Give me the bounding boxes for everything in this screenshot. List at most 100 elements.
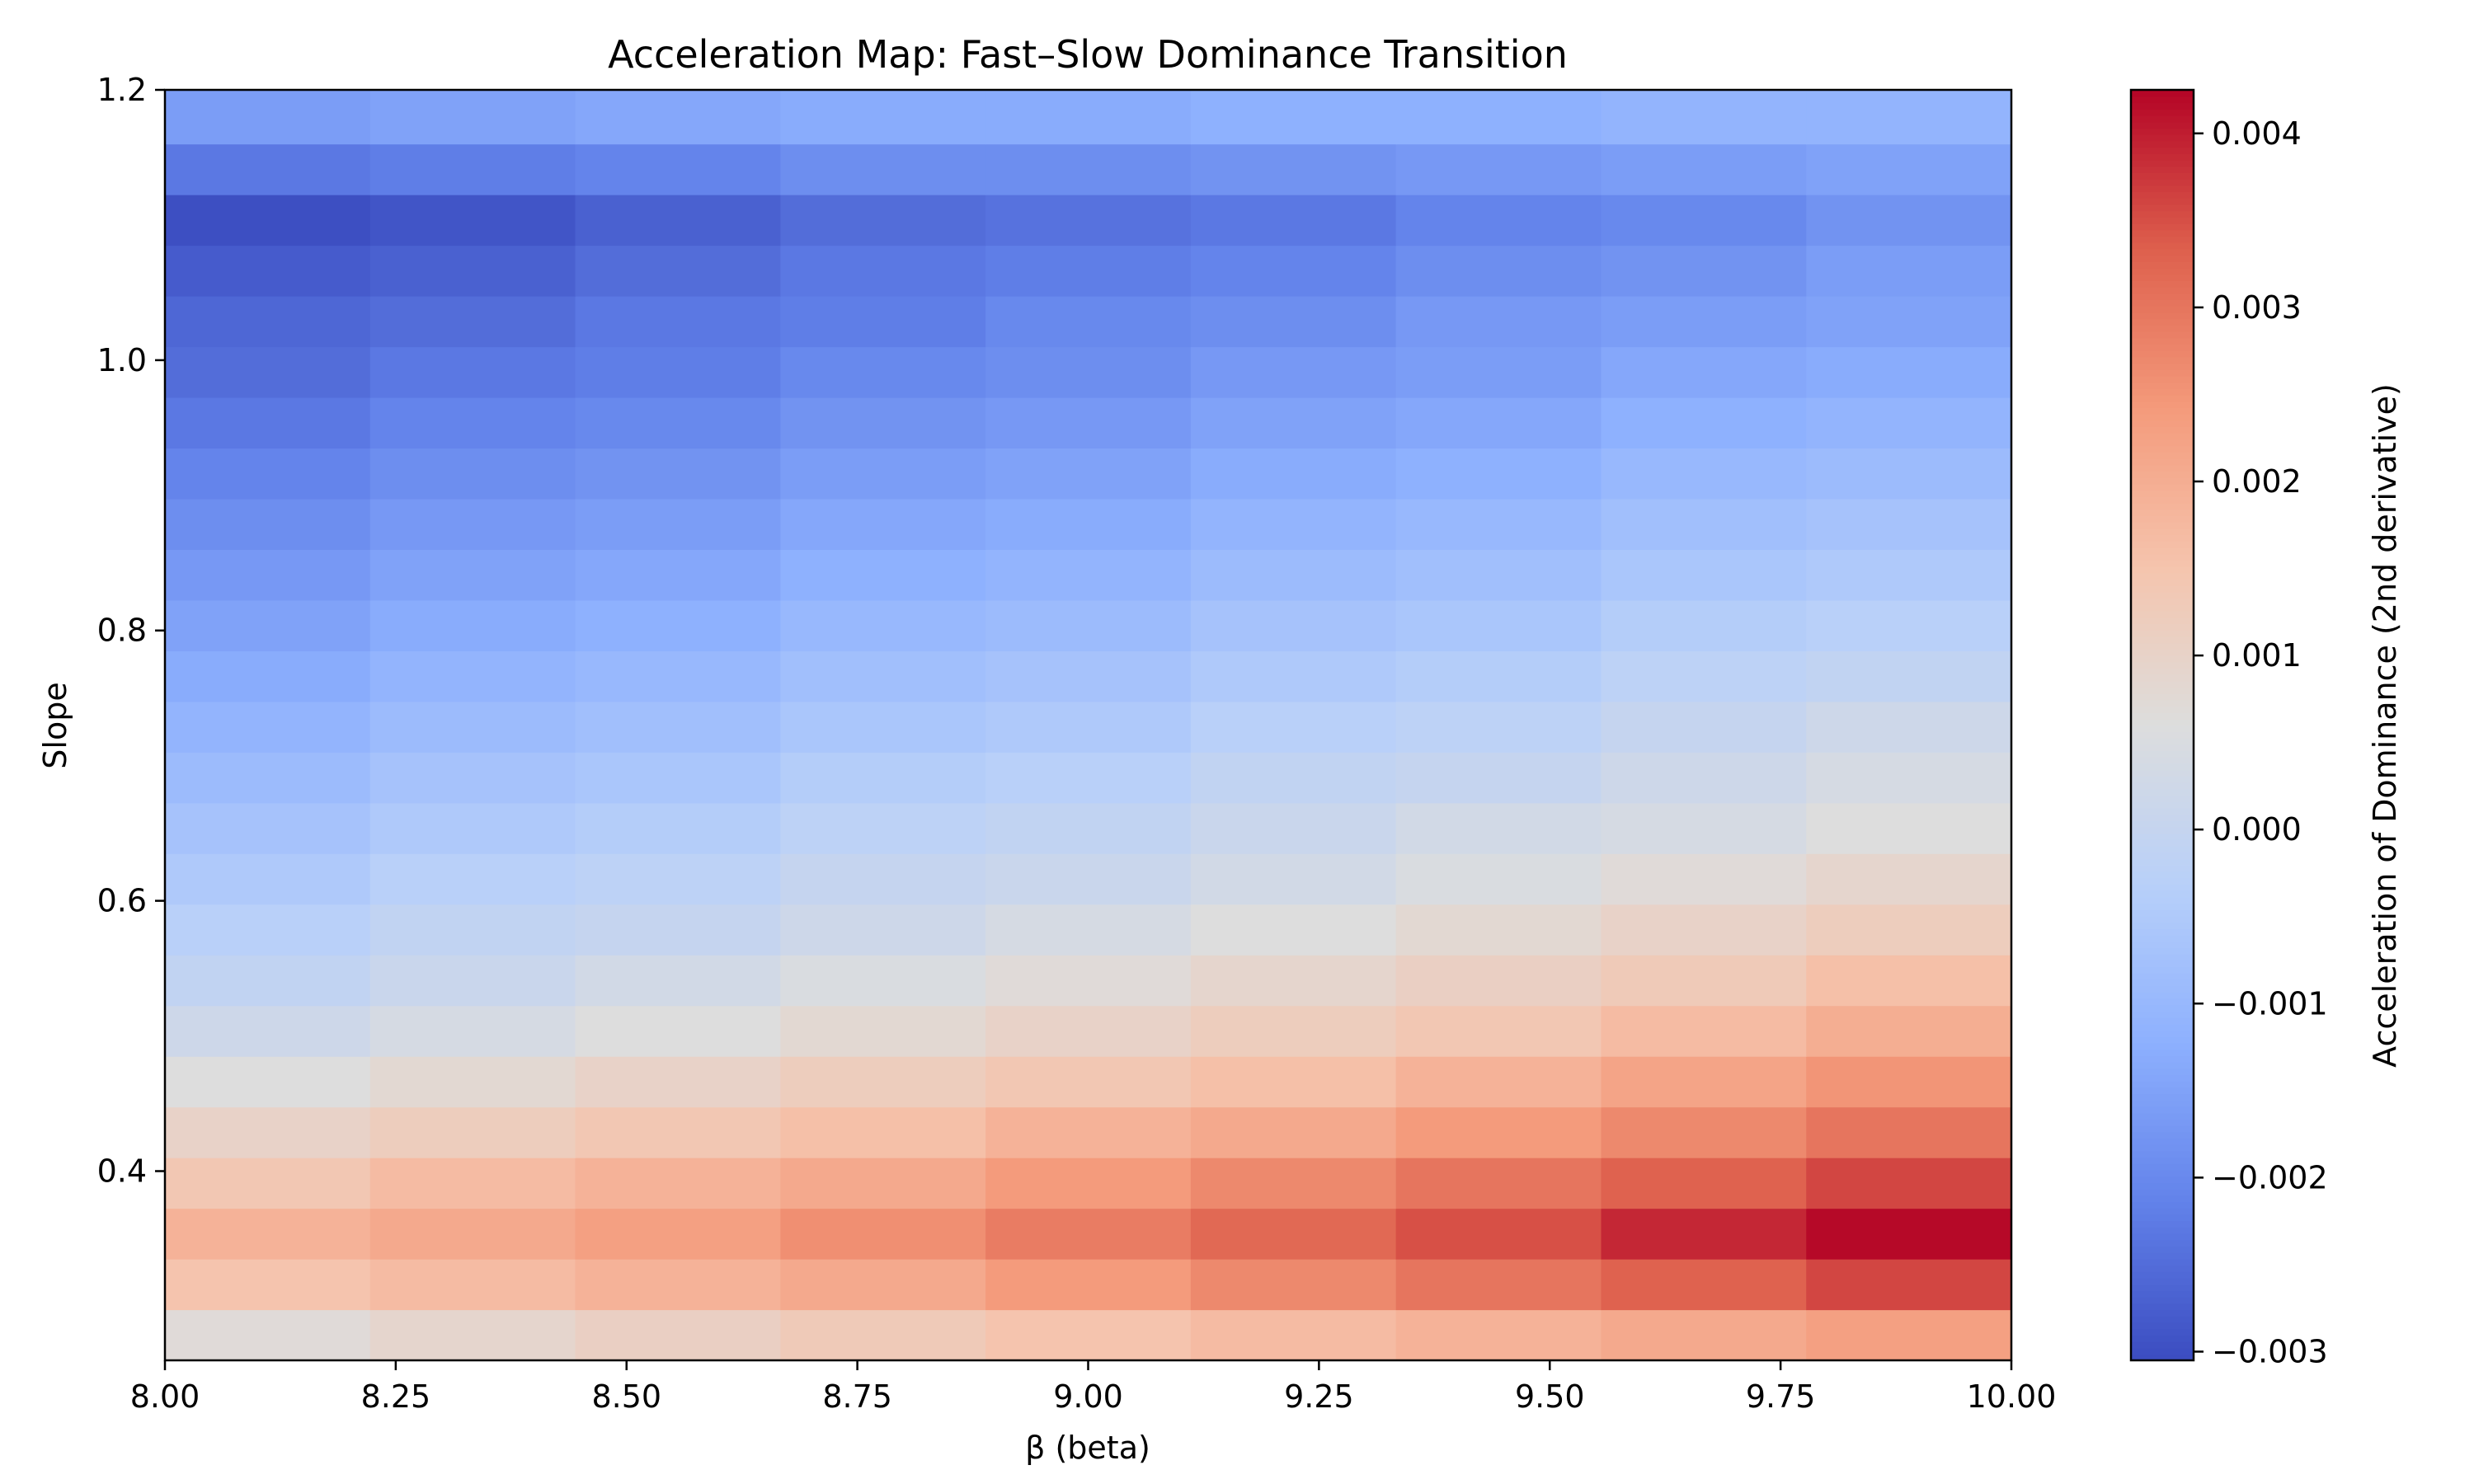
colorbar-segment <box>2131 1087 2194 1095</box>
y-axis-label: Slope <box>37 682 73 768</box>
colorbar-segment <box>2131 757 2194 764</box>
colorbar-segment <box>2131 350 2194 358</box>
colorbar-tick-label: 0.001 <box>2212 637 2302 674</box>
colorbar-segment <box>2131 604 2194 612</box>
heatmap-cell <box>369 346 576 398</box>
colorbar-segment <box>2131 953 2194 961</box>
heatmap-cell <box>1190 1158 1397 1209</box>
heatmap-cell <box>165 498 371 550</box>
colorbar-segment <box>2131 191 2194 199</box>
heatmap-cell <box>780 955 986 1007</box>
heatmap-cell <box>985 1056 1192 1108</box>
colorbar-segment <box>2131 1188 2194 1196</box>
heatmap-cell <box>780 195 986 247</box>
heatmap-cell <box>1395 752 1602 804</box>
colorbar-segment <box>2131 706 2194 713</box>
colorbar-segment <box>2131 305 2194 313</box>
heatmap-cell <box>575 599 781 651</box>
colorbar-segment <box>2131 547 2194 555</box>
colorbar-segment <box>2131 807 2194 815</box>
colorbar-segment <box>2131 1080 2194 1088</box>
colorbar-gradient <box>2131 90 2194 1361</box>
colorbar-segment <box>2131 147 2194 154</box>
heatmap-cell <box>1190 90 1397 145</box>
colorbar-segment <box>2131 159 2194 167</box>
colorbar-segment <box>2131 407 2194 415</box>
heatmap-cell <box>165 90 371 145</box>
colorbar-segment <box>2131 852 2194 860</box>
colorbar-segment <box>2131 585 2194 593</box>
colorbar-segment <box>2131 541 2194 548</box>
heatmap-cell <box>1395 1309 1602 1361</box>
colorbar-segment <box>2131 1157 2194 1164</box>
colorbar-segment <box>2131 833 2194 840</box>
heatmap-cell <box>1601 549 1807 601</box>
heatmap-cell <box>369 296 576 348</box>
heatmap-cell <box>1601 904 1807 956</box>
colorbar-segment <box>2131 1220 2194 1228</box>
heatmap-cell <box>780 853 986 905</box>
colorbar-segment <box>2131 394 2194 402</box>
heatmap-cell <box>780 549 986 601</box>
colorbar-segment <box>2131 680 2194 688</box>
heatmap-cell <box>165 904 371 956</box>
heatmap-cell <box>165 1259 371 1311</box>
colorbar-segment <box>2131 985 2194 993</box>
heatmap-cell <box>575 701 781 753</box>
heatmap-cell <box>1806 599 2012 651</box>
colorbar-segment <box>2131 521 2194 529</box>
heatmap-cell <box>369 955 576 1007</box>
heatmap-cell <box>1190 549 1397 601</box>
colorbar-segment <box>2131 312 2194 320</box>
colorbar-segment <box>2131 655 2194 663</box>
heatmap-cell <box>985 853 1192 905</box>
heatmap-cell <box>985 143 1192 195</box>
colorbar-segment <box>2131 1074 2194 1082</box>
colorbar-segment <box>2131 1265 2194 1272</box>
heatmap-cell <box>1395 498 1602 550</box>
heatmap-cell <box>369 853 576 905</box>
heatmap-cell <box>369 245 576 297</box>
x-tick-label: 8.00 <box>130 1378 200 1415</box>
colorbar-segment <box>2131 1055 2194 1063</box>
colorbar-segment <box>2131 591 2194 599</box>
heatmap-cells <box>165 90 2012 1361</box>
colorbar-segment <box>2131 96 2194 104</box>
colorbar-segment <box>2131 598 2194 605</box>
heatmap-cell <box>1395 701 1602 753</box>
heatmap-cell <box>1395 346 1602 398</box>
colorbar-segment <box>2131 871 2194 879</box>
x-tick-label: 9.75 <box>1746 1378 1816 1415</box>
heatmap-cell <box>1601 245 1807 297</box>
heatmap-cell <box>369 1259 576 1311</box>
heatmap-cell <box>1190 1208 1397 1260</box>
colorbar-segment <box>2131 204 2194 212</box>
colorbar-label: Acceleration of Dominance (2nd derivativ… <box>2367 383 2403 1068</box>
colorbar-segment <box>2131 788 2194 796</box>
colorbar-segment <box>2131 839 2194 847</box>
colorbar-segment <box>2131 1316 2194 1323</box>
colorbar-segment <box>2131 1239 2194 1247</box>
colorbar-segment <box>2131 782 2194 790</box>
heatmap-cell <box>1601 802 1807 854</box>
heatmap-cell <box>369 1309 576 1361</box>
heatmap-cell <box>165 143 371 195</box>
colorbar-segment <box>2131 102 2194 110</box>
colorbar-segment <box>2131 1347 2194 1355</box>
heatmap-cell <box>575 498 781 550</box>
colorbar-segment <box>2131 420 2194 428</box>
colorbar-segment <box>2131 820 2194 828</box>
heatmap-cell <box>780 296 986 348</box>
colorbar-segment <box>2131 826 2194 834</box>
colorbar-tick-label: −0.001 <box>2212 985 2328 1021</box>
colorbar-segment <box>2131 992 2194 999</box>
heatmap-cell <box>165 245 371 297</box>
heatmap-cell <box>369 650 576 702</box>
heatmap-cell <box>985 245 1192 297</box>
heatmap-cell <box>1601 296 1807 348</box>
colorbar-segment <box>2131 274 2194 281</box>
colorbar-segment <box>2131 1258 2194 1266</box>
colorbar-frame <box>2129 88 2195 1362</box>
heatmap-cell <box>1395 448 1602 500</box>
heatmap-cell <box>575 752 781 804</box>
